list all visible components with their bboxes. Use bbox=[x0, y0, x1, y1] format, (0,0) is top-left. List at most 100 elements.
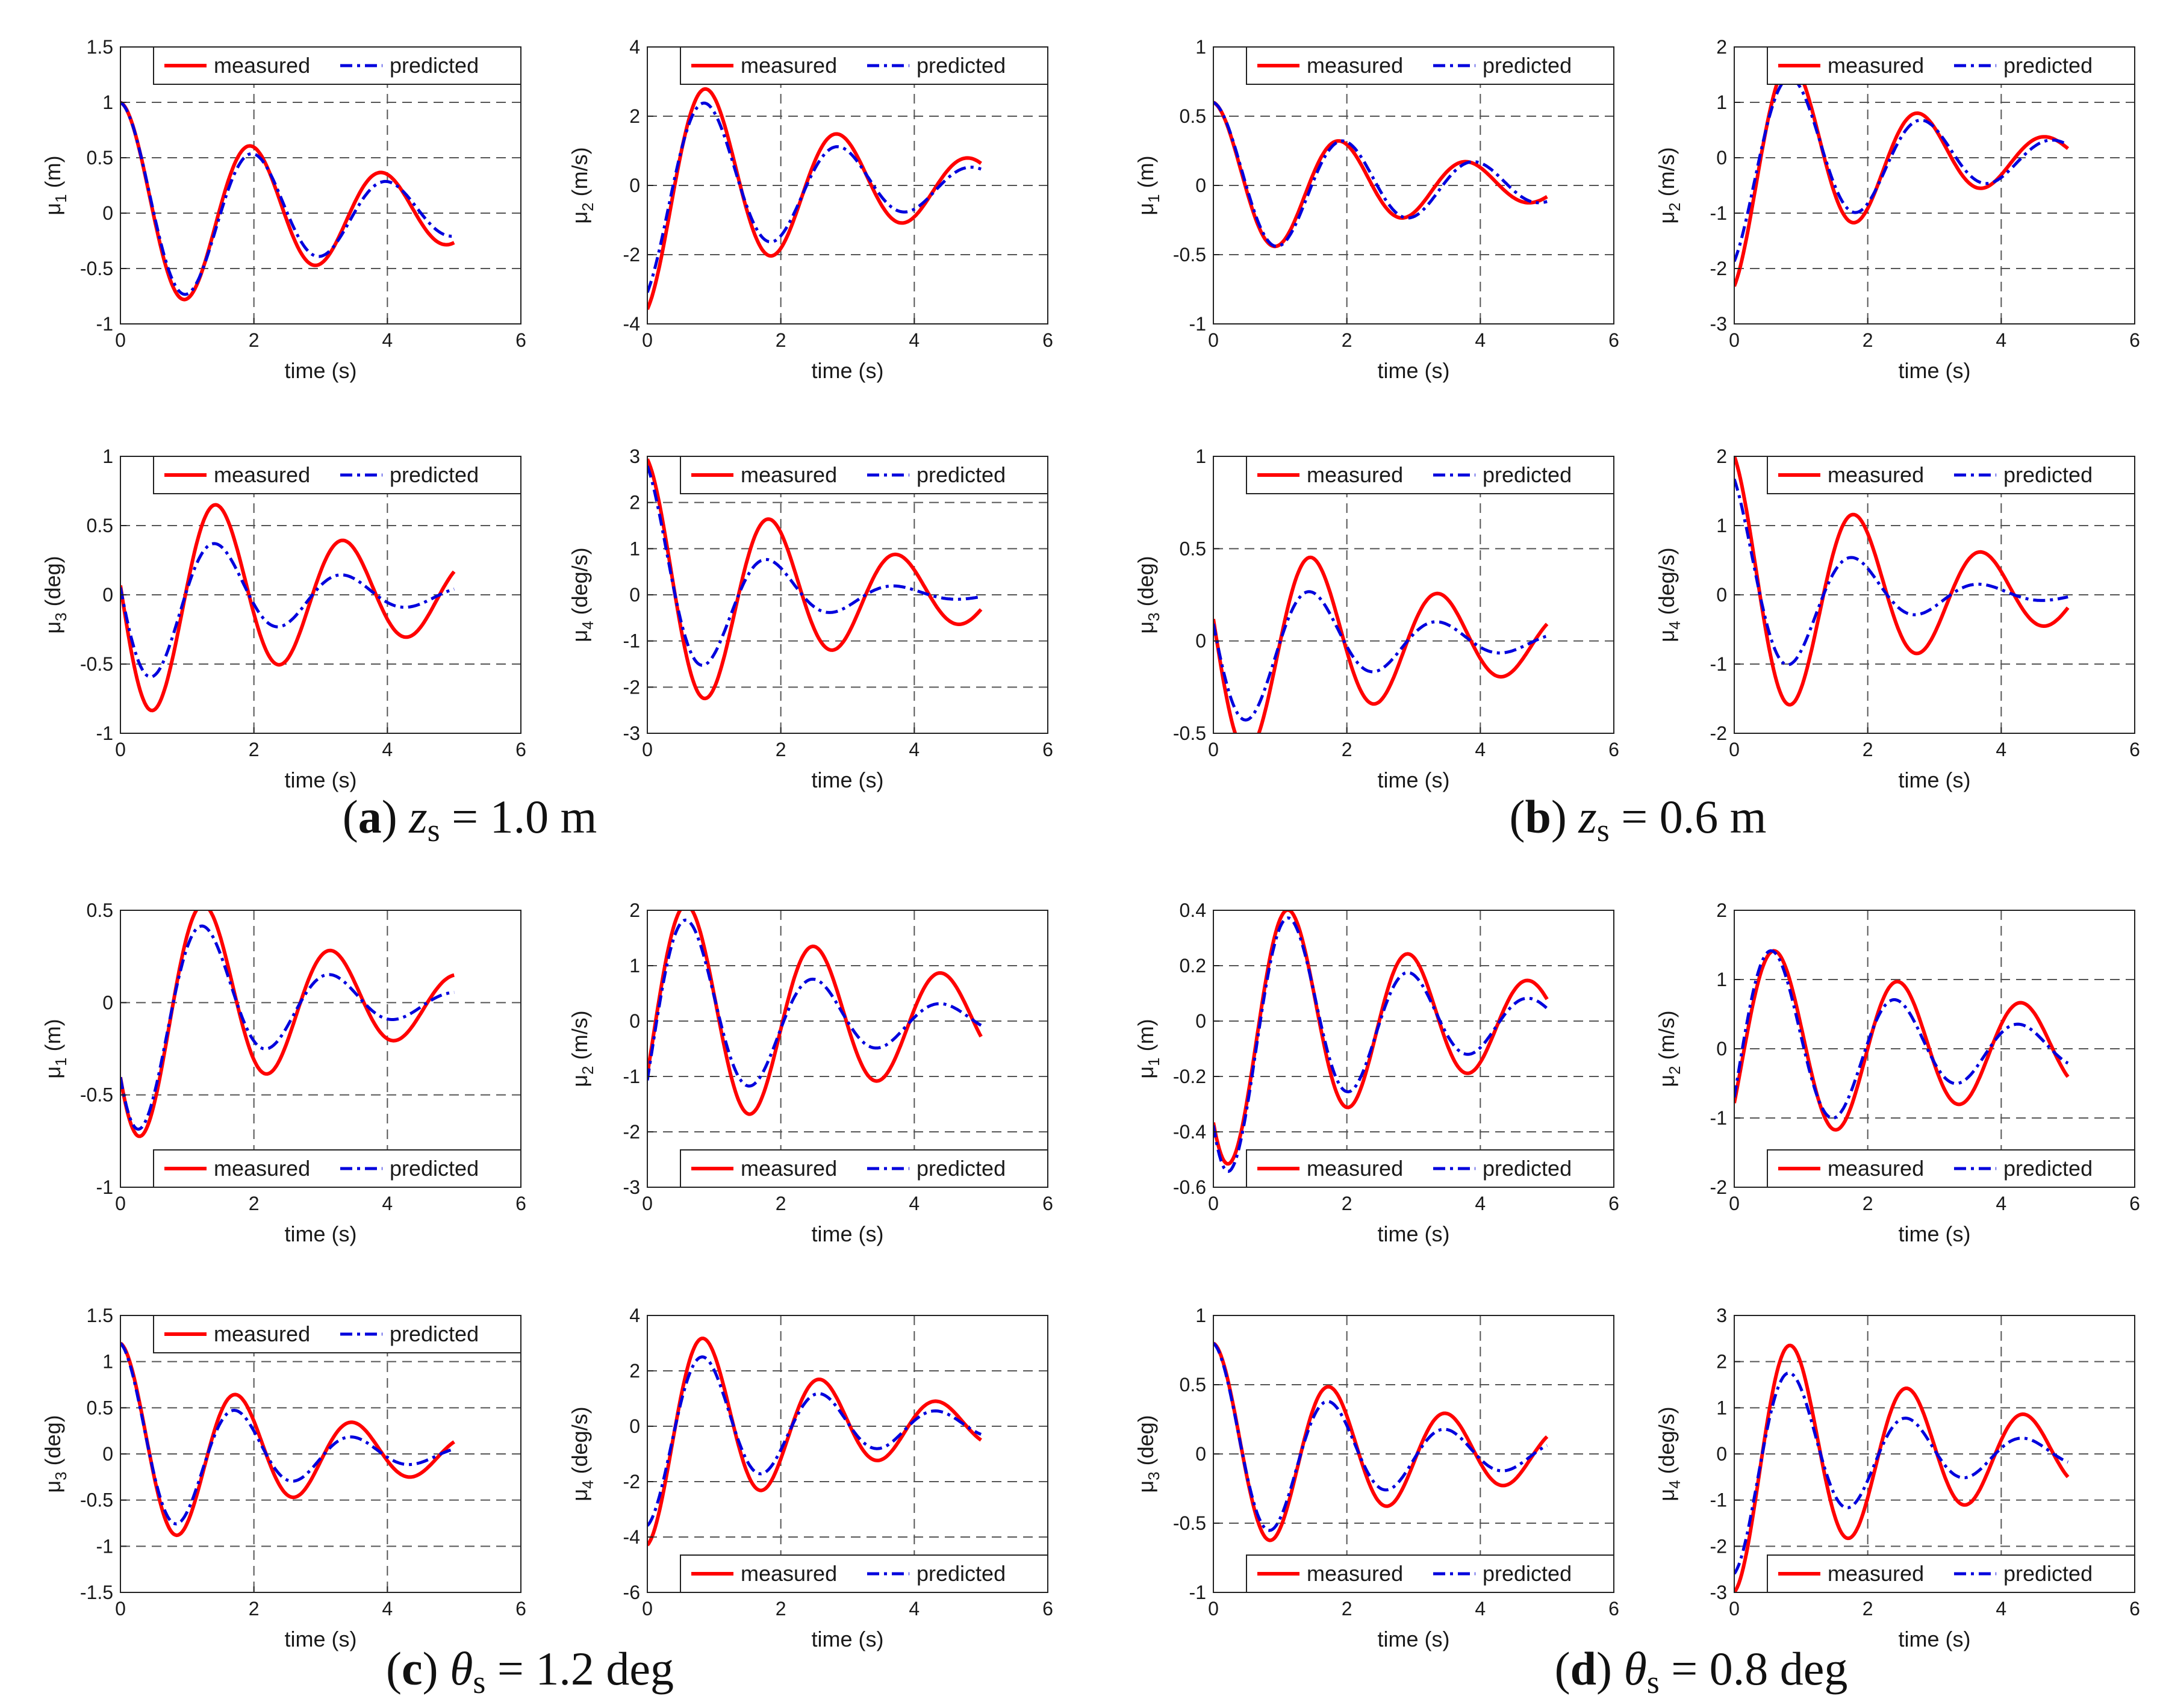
x-axis-label: time (s) bbox=[285, 358, 357, 383]
caption-variable: z bbox=[408, 790, 427, 843]
plot-area bbox=[120, 1315, 521, 1592]
legend-label-predicted: predicted bbox=[1483, 462, 1572, 487]
x-tick-label: 2 bbox=[776, 329, 786, 351]
y-axis-unit: (deg/s) bbox=[1654, 1406, 1679, 1480]
y-axis-label: μ3 (deg) bbox=[1133, 556, 1163, 633]
y-tick-label: -2 bbox=[1710, 1535, 1727, 1557]
x-tick-label: 2 bbox=[1863, 1193, 1873, 1214]
series-group bbox=[647, 87, 982, 310]
series-line-predicted bbox=[120, 101, 455, 296]
series-line-predicted bbox=[1213, 590, 1548, 722]
y-tick-label: 1 bbox=[1716, 1397, 1727, 1418]
series-line-measured bbox=[1213, 1341, 1549, 1542]
x-axis-label: time (s) bbox=[1899, 1222, 1971, 1246]
legend-label-predicted: predicted bbox=[917, 53, 1006, 78]
y-axis-symbol: μ bbox=[40, 1066, 65, 1079]
x-tick-label: 6 bbox=[1042, 1598, 1053, 1619]
x-tick-label: 4 bbox=[909, 739, 920, 760]
legend-box bbox=[1767, 46, 2135, 85]
series-line-predicted bbox=[1734, 1371, 2069, 1575]
legend: measured predicted bbox=[1246, 1554, 1614, 1593]
y-axis-label: μ2 (m/s) bbox=[567, 1010, 597, 1087]
y-tick-label: 0.5 bbox=[87, 515, 113, 536]
y-tick-label: -0.5 bbox=[80, 653, 113, 675]
series-group bbox=[1213, 555, 1549, 733]
y-tick-label: 2 bbox=[629, 899, 640, 921]
caption-letter: c bbox=[402, 1642, 423, 1695]
x-tick-label: 2 bbox=[1863, 329, 1873, 351]
panel-caption-c: (c) θs = 1.2 deg bbox=[386, 1642, 674, 1700]
panel-caption-d: (d) θs = 0.8 deg bbox=[1555, 1642, 1848, 1700]
x-tick-label: 0 bbox=[115, 1598, 126, 1619]
y-tick-label: 0 bbox=[629, 1010, 640, 1032]
x-tick-label: 0 bbox=[115, 1193, 126, 1214]
y-axis-label: μ2 (m/s) bbox=[567, 147, 597, 223]
y-axis-subscript: 3 bbox=[52, 1471, 70, 1480]
x-tick-label: 0 bbox=[1208, 1193, 1219, 1214]
legend: measured predicted bbox=[153, 1315, 521, 1353]
legend-label-measured: measured bbox=[1307, 1561, 1403, 1586]
y-tick-label: -4 bbox=[623, 313, 640, 335]
y-tick-label: -1 bbox=[1710, 1489, 1727, 1511]
legend-label-predicted: predicted bbox=[1483, 1156, 1572, 1181]
series-line-predicted bbox=[647, 1355, 982, 1527]
legend: measured predicted bbox=[680, 1149, 1048, 1188]
legend: measured predicted bbox=[680, 46, 1048, 85]
y-tick-label: 0 bbox=[1716, 584, 1727, 606]
caption-paren-close: ) bbox=[382, 790, 409, 843]
x-tick-label: 0 bbox=[115, 739, 126, 760]
y-tick-label: 0.5 bbox=[87, 1397, 113, 1418]
plot-area bbox=[1213, 47, 1614, 324]
x-tick-label: 0 bbox=[1208, 739, 1219, 760]
series-line-measured bbox=[1213, 555, 1549, 733]
y-axis-subscript: 3 bbox=[1145, 1471, 1163, 1480]
legend-box bbox=[1767, 456, 2135, 494]
x-tick-label: 6 bbox=[2129, 329, 2140, 351]
y-tick-label: -4 bbox=[623, 1526, 640, 1548]
series-line-predicted bbox=[1734, 76, 2069, 262]
panel-caption-b: (b) zs = 0.6 m bbox=[1510, 790, 1767, 848]
y-axis-symbol: μ bbox=[1654, 1489, 1679, 1501]
y-axis-subscript: 1 bbox=[1145, 1057, 1163, 1066]
series-line-predicted bbox=[1734, 478, 2068, 666]
y-tick-label: 2 bbox=[1716, 1351, 1727, 1373]
caption-paren-close: ) bbox=[423, 1642, 450, 1695]
series-group bbox=[1213, 1341, 1549, 1542]
x-tick-label: 2 bbox=[776, 1193, 786, 1214]
y-axis-label: μ1 (m) bbox=[1133, 1019, 1163, 1078]
y-axis-unit: (deg) bbox=[1133, 1415, 1158, 1471]
x-tick-label: 6 bbox=[515, 1193, 526, 1214]
y-axis-symbol: μ bbox=[1654, 1075, 1679, 1087]
y-axis-subscript: 4 bbox=[579, 1480, 597, 1488]
y-tick-label: 1 bbox=[1716, 969, 1727, 990]
y-tick-label: -1 bbox=[96, 1535, 113, 1557]
y-tick-label: -3 bbox=[623, 722, 640, 744]
x-tick-label: 2 bbox=[1342, 329, 1352, 351]
x-tick-label: 4 bbox=[382, 739, 393, 760]
series-group bbox=[120, 101, 455, 302]
x-tick-label: 2 bbox=[1863, 1598, 1873, 1619]
y-tick-label: 3 bbox=[629, 446, 640, 467]
y-axis-symbol: μ bbox=[567, 1489, 592, 1501]
y-tick-label: -2 bbox=[623, 1471, 640, 1492]
y-axis-unit: (deg) bbox=[1133, 556, 1158, 612]
y-tick-label: 2 bbox=[629, 492, 640, 514]
y-axis-label: μ4 (deg/s) bbox=[1654, 1406, 1684, 1501]
y-tick-label: 1 bbox=[629, 955, 640, 977]
plot-area bbox=[120, 910, 521, 1187]
caption-paren-close: ) bbox=[1551, 790, 1578, 843]
plot-area bbox=[647, 1315, 1048, 1592]
y-axis-subscript: 1 bbox=[52, 194, 70, 202]
series-line-measured bbox=[1734, 1343, 2070, 1592]
y-axis-unit: (m) bbox=[40, 155, 65, 194]
x-tick-label: 2 bbox=[249, 1193, 260, 1214]
legend-box bbox=[680, 1149, 1048, 1188]
caption-paren-open: ( bbox=[343, 790, 358, 843]
x-tick-label: 0 bbox=[1208, 329, 1219, 351]
x-tick-label: 6 bbox=[1042, 329, 1053, 351]
subplot-d3: 0 2 4 6 -1 -0.5 0 0.5 1 time (s) μ3 (deg) measured p… bbox=[1133, 1305, 1619, 1651]
